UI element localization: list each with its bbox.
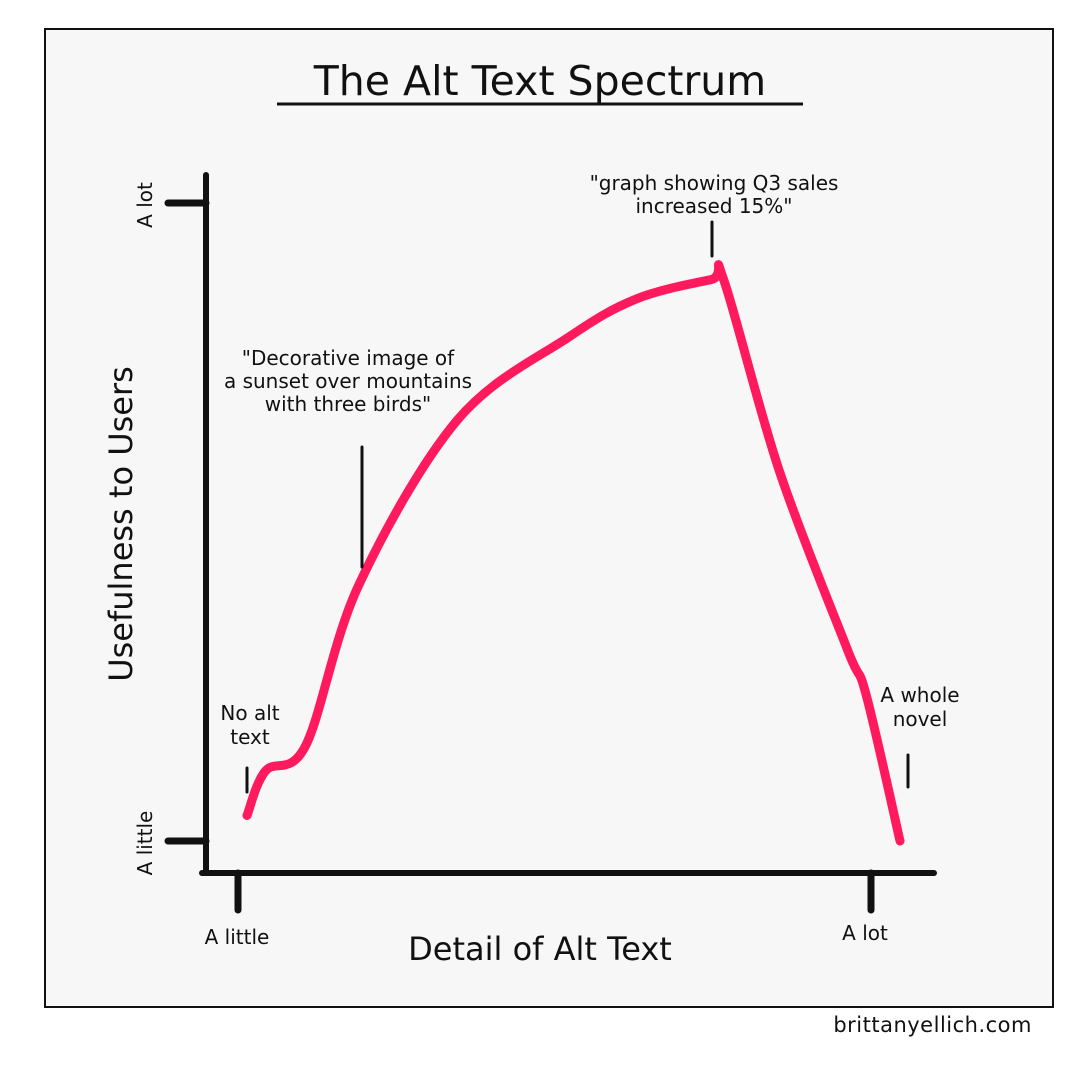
annotation-1-line-0: "Decorative image of [242, 346, 455, 370]
y-tick-top-label: A lot [133, 182, 157, 228]
series-line-0 [242, 260, 905, 846]
axis-ticks [164, 199, 875, 914]
annotation-1-line-2: with three birds" [265, 392, 432, 416]
annotation-2-line-1: increased 15%" [635, 194, 792, 218]
x-axis-title: Detail of Alt Text [408, 930, 672, 968]
y-tick-bottom-label: A little [133, 811, 157, 876]
chart-title: The Alt Text Spectrum [313, 57, 766, 105]
annotation-3-line-0: A whole [880, 683, 959, 707]
annotation-3-line-1: novel [893, 707, 948, 731]
annotation-0-line-0: No alt [220, 701, 279, 725]
x-tick-right-label: A lot [842, 921, 888, 945]
annotation-1: "Decorative image ofa sunset over mounta… [224, 346, 472, 569]
curve-layer [242, 260, 905, 846]
x-tick-left-label: A little [205, 925, 270, 949]
annotation-0-line-1: text [230, 725, 270, 749]
y-axis-title: Usefulness to Users [102, 366, 140, 682]
annotation-2-line-0: "graph showing Q3 sales [590, 171, 839, 195]
comic-panel [44, 28, 1054, 1008]
site-credit: brittanyellich.com [833, 1013, 1032, 1037]
annotation-1-line-1: a sunset over mountains [224, 369, 472, 393]
